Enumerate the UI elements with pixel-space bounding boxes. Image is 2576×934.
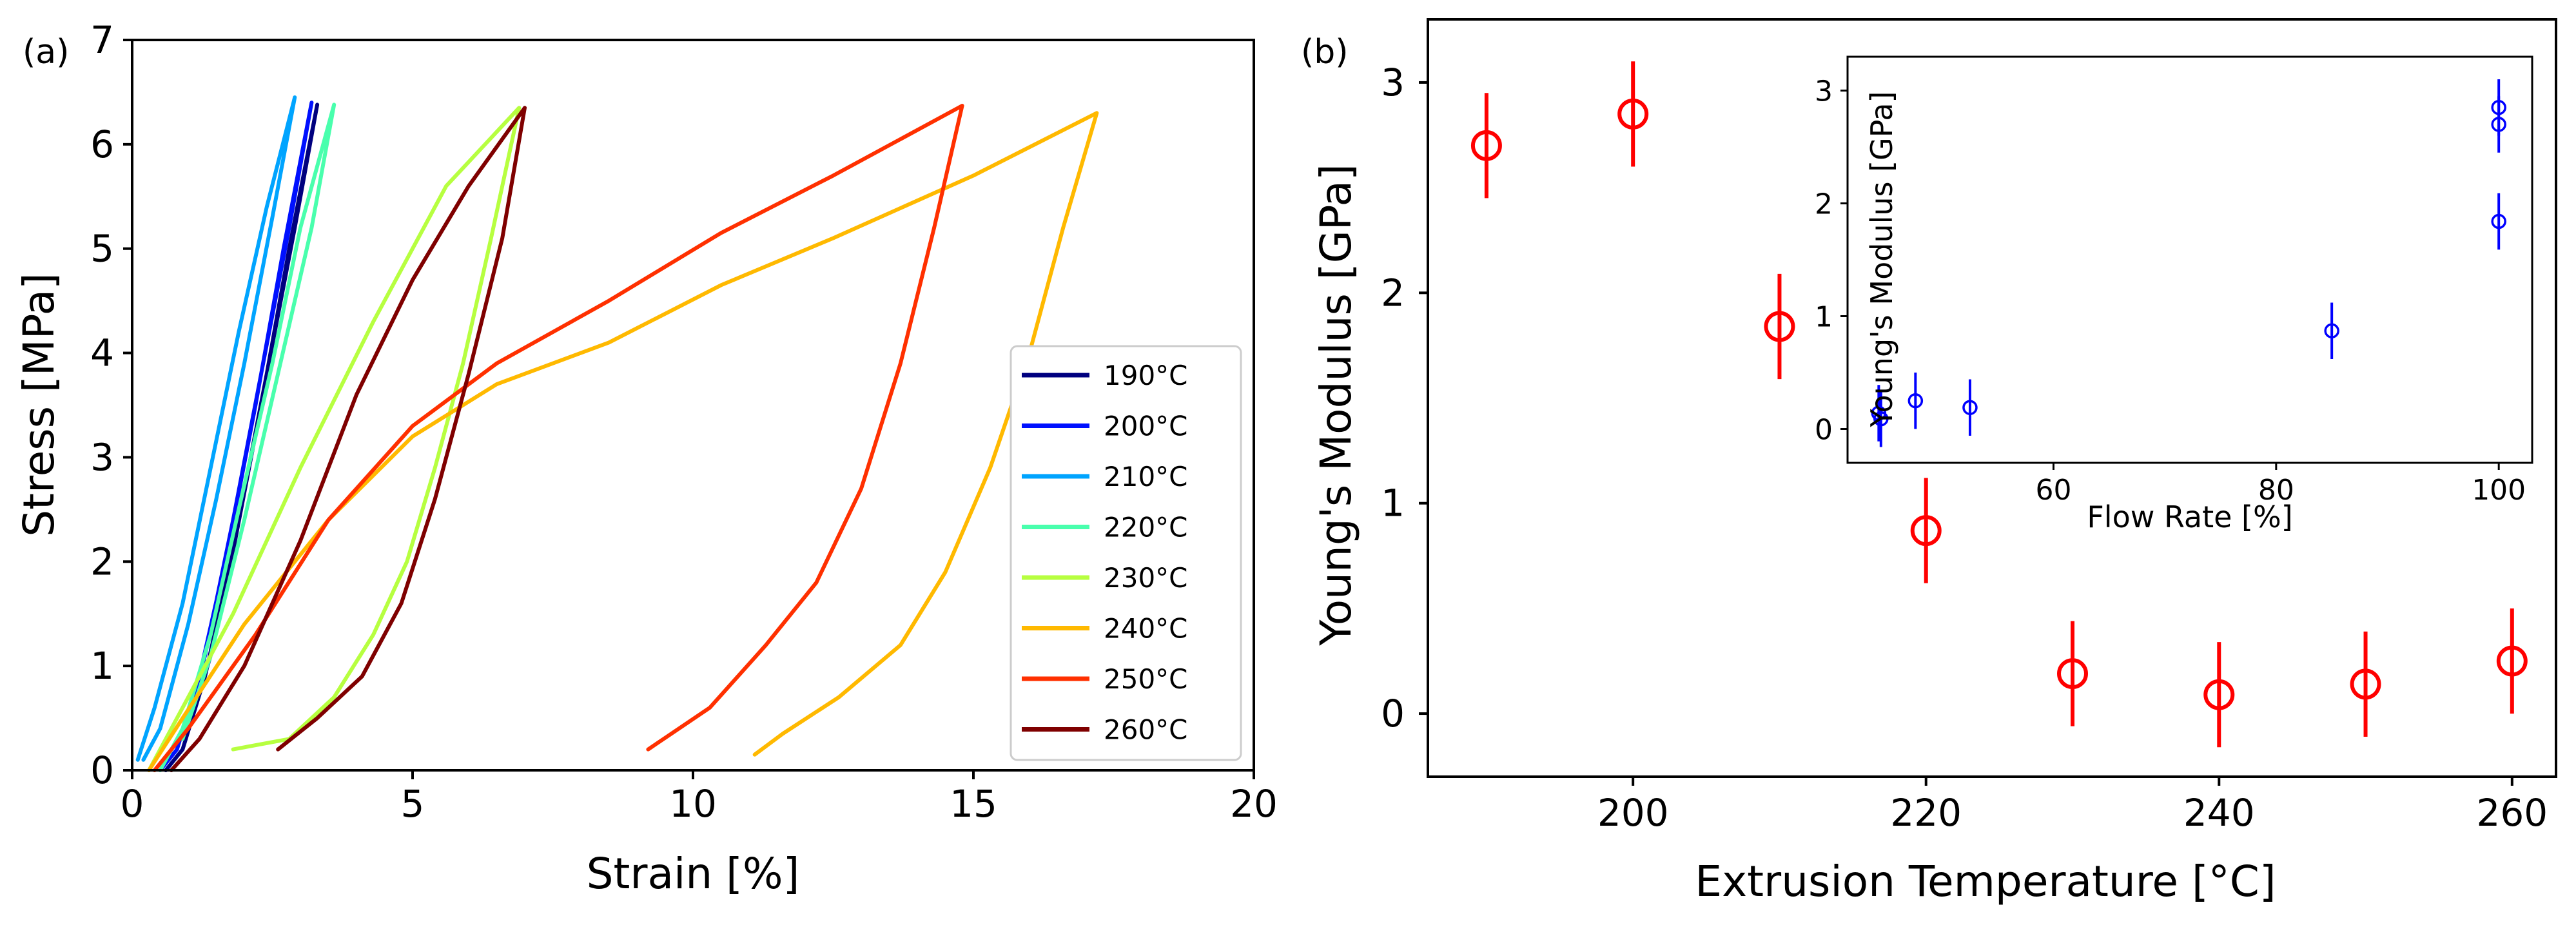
modulus-point (2496, 645, 2528, 677)
panel-b-y-tick-label: 1 (1381, 482, 1405, 525)
legend-label-230c: 230°C (1104, 562, 1188, 594)
panel-b-y-tick-label: 0 (1381, 692, 1405, 735)
modulus-point (1470, 130, 1502, 161)
panel-b-x-axis-title: Extrusion Temperature [°C] (1695, 857, 2276, 906)
legend-label-220c: 220°C (1104, 512, 1188, 543)
legend-label-240c: 240°C (1104, 613, 1188, 645)
panel-b-x-tick-label: 240 (2183, 791, 2255, 835)
inset-point (1873, 411, 1889, 427)
panel-a-label: (a) (23, 33, 69, 72)
legend-label-250c: 250°C (1104, 663, 1188, 695)
panel-a-y-tick-label: 7 (90, 18, 114, 62)
panel-a-y-tick-label: 4 (90, 331, 114, 375)
stress-strain-curve-220c (158, 102, 337, 772)
panel-a-legend: 190°C 200°C 210°C 220°C 230°C 240°C 250°C 260°C (1010, 345, 1242, 761)
legend-label-210c: 210°C (1104, 461, 1188, 492)
inset-point (2491, 100, 2506, 115)
panel-b-y-tick-label: 2 (1381, 271, 1405, 315)
legend-box (1010, 345, 1242, 761)
panel-a-y-tick-label: 2 (90, 540, 114, 583)
panel-a-y-tick-label: 1 (90, 644, 114, 688)
stress-strain-curve-210c (135, 95, 297, 762)
modulus-point (1764, 311, 1795, 342)
panel-b-y-tick-label: 3 (1381, 61, 1405, 104)
panel-b-x-tick-label: 260 (2476, 791, 2548, 835)
panel-a-x-tick-label: 15 (950, 782, 997, 826)
inset-y-tick-label: 3 (1815, 75, 1833, 108)
stress-strain-curve-230c (147, 106, 522, 772)
panel-b-axes-frame (1427, 18, 2557, 778)
panel-a-curves (135, 95, 1099, 772)
panel-b-x-ticks: 200 220 240 260 (1597, 777, 2548, 835)
inset-axes-frame (1846, 55, 2533, 464)
modulus-point (2057, 658, 2088, 690)
panel-b-y-ticks: 0 1 2 3 (1381, 61, 1428, 735)
panel-a-y-ticks: 0 1 2 3 4 5 6 7 (90, 18, 132, 792)
panel-a-y-axis-title: Stress [MPa] (14, 273, 64, 537)
panel-a-x-tick-label: 0 (121, 782, 144, 826)
modulus-point (1910, 515, 1942, 547)
legend-label-260c: 260°C (1104, 714, 1188, 746)
inset-x-axis-title: Flow Rate [%] (2087, 500, 2292, 534)
modulus-point (2203, 679, 2235, 710)
panel-b-label: (b) (1301, 33, 1349, 72)
modulus-point (2350, 668, 2381, 700)
stress-strain-curve-260c (169, 106, 527, 772)
panel-b-points (1470, 61, 2528, 748)
panel-a-y-tick-label: 5 (90, 227, 114, 271)
legend-label-190c: 190°C (1104, 360, 1188, 391)
panel-a-x-tick-label: 10 (669, 782, 717, 826)
inset-x-ticks: 60 80 100 (2035, 463, 2526, 507)
panel-a-y-tick-label: 0 (90, 748, 114, 792)
inset-point (2324, 323, 2339, 338)
inset-point (2491, 213, 2506, 229)
panel-a-y-tick-label: 6 (90, 122, 114, 166)
panel-a-x-tick-label: 5 (401, 782, 425, 826)
panel-b-y-axis-title: Young's Modulus [GPa] (1311, 164, 1361, 647)
panel-a-x-tick-label: 20 (1230, 782, 1278, 826)
inset-x-tick-label: 80 (2258, 474, 2294, 507)
panel-b-x-tick-label: 220 (1890, 791, 1962, 835)
stress-strain-curve-250c (152, 104, 964, 772)
panel-a-y-tick-label: 3 (90, 435, 114, 479)
inset-y-ticks: 0 1 2 3 (1815, 75, 1848, 447)
inset-flow-rate-chart: 60 80 100 0 1 2 3 Flow Rate [%] Young's Modul… (1815, 55, 2533, 534)
panel-a-stress-strain-chart: (a) 0 5 10 15 20 0 1 2 3 4 5 6 7 Strain [%] Stress … (14, 18, 1278, 899)
inset-y-tick-label: 1 (1815, 301, 1833, 334)
inset-point (1908, 393, 1924, 409)
modulus-point (1617, 98, 1649, 130)
legend-label-200c: 200°C (1104, 411, 1188, 442)
panel-b-x-tick-label: 200 (1597, 791, 1669, 835)
inset-y-tick-label: 2 (1815, 188, 1833, 221)
panel-a-x-ticks: 0 5 10 15 20 (121, 770, 1278, 826)
inset-x-tick-label: 100 (2472, 474, 2526, 507)
inset-y-axis-title: Young's Modulus [GPa] (1864, 92, 1899, 428)
inset-x-tick-label: 60 (2035, 474, 2071, 507)
inset-points (1871, 79, 2506, 447)
panel-a-x-axis-title: Strain [%] (587, 849, 800, 899)
inset-point (1962, 400, 1978, 415)
inset-y-tick-label: 0 (1815, 414, 1833, 447)
